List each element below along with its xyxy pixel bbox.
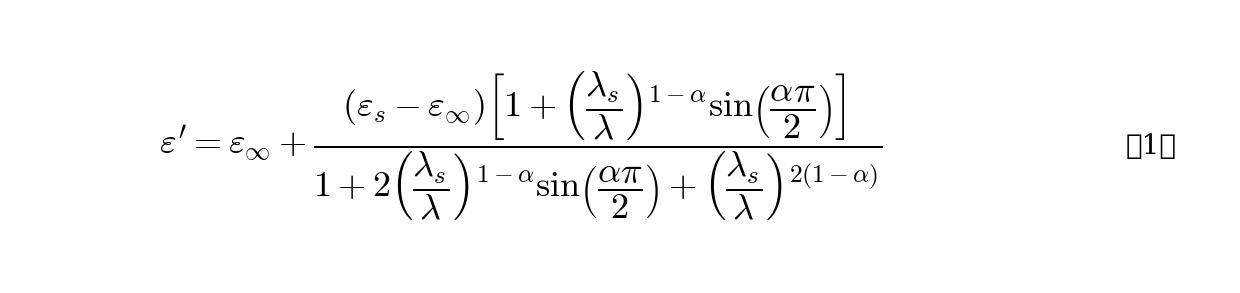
- Text: $\varepsilon' = \varepsilon_{\infty} + \dfrac{(\varepsilon_s - \varepsilon_{\inf: $\varepsilon' = \varepsilon_{\infty} + \…: [159, 70, 883, 223]
- Text: （1）: （1）: [1126, 133, 1177, 160]
